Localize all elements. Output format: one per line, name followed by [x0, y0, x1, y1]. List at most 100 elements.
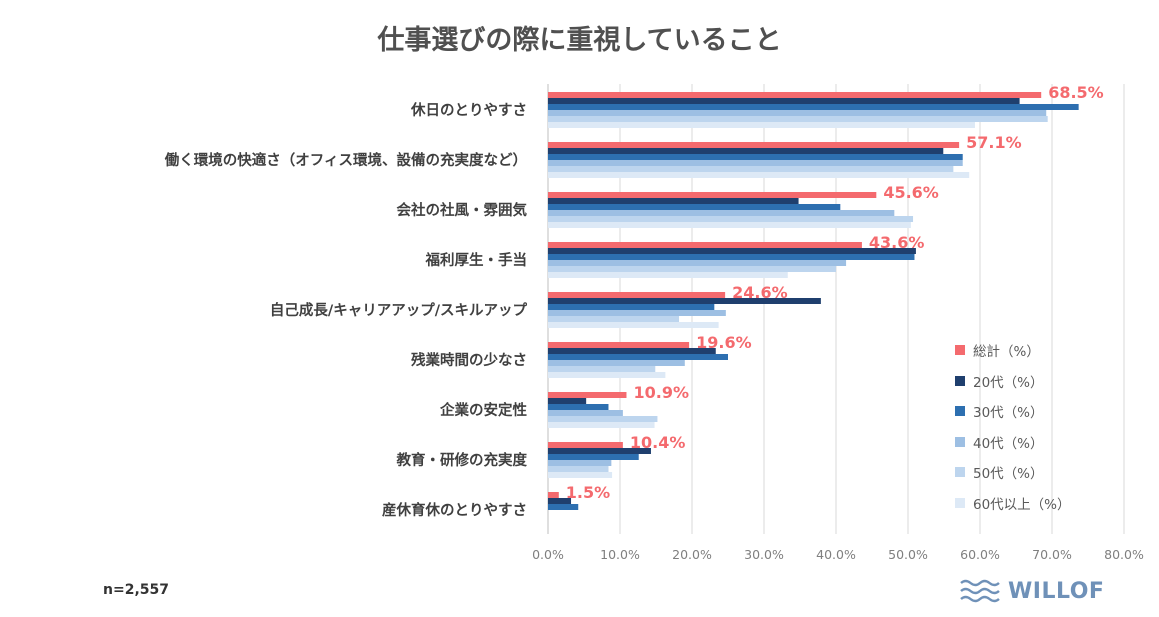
bar — [548, 116, 1048, 122]
bar — [548, 416, 658, 422]
x-tick-label: 70.0% — [1032, 547, 1072, 562]
bar — [548, 454, 639, 460]
category-label: 企業の安定性 — [439, 401, 527, 419]
bar — [548, 372, 666, 378]
legend-swatch — [955, 406, 965, 417]
wave-logo-icon — [960, 579, 1000, 603]
chart-title: 仕事選びの際に重視していること — [377, 25, 782, 56]
category-label: 残業時間の少なさ — [411, 351, 527, 369]
bar — [548, 110, 1047, 116]
legend-swatch — [955, 467, 965, 478]
bar — [548, 398, 587, 404]
bar — [548, 98, 1020, 104]
x-tick-label: 20.0% — [672, 547, 712, 562]
bar — [548, 298, 821, 304]
x-tick-label: 50.0% — [888, 547, 928, 562]
legend-label: 20代（%） — [973, 374, 1044, 391]
bar — [548, 492, 559, 498]
bar — [548, 472, 613, 478]
bar — [548, 248, 916, 254]
bar — [548, 392, 627, 398]
bar — [548, 292, 726, 298]
bar — [548, 122, 975, 128]
bar — [548, 260, 847, 266]
bar — [548, 198, 799, 204]
data-label: 10.4% — [630, 433, 686, 452]
bar — [548, 360, 685, 366]
legend-swatch — [955, 375, 965, 386]
x-tick-label: 30.0% — [744, 547, 784, 562]
legend-item: 30代（%） — [955, 396, 1071, 427]
bar — [548, 242, 862, 248]
x-tick-label: 10.0% — [600, 547, 640, 562]
bar — [548, 266, 836, 272]
bar — [548, 148, 944, 154]
legend-swatch — [955, 345, 965, 356]
bar — [548, 404, 609, 410]
category-label: 会社の社風・雰囲気 — [397, 201, 528, 219]
legend-swatch — [955, 497, 965, 508]
legend-label: 40代（%） — [973, 435, 1044, 452]
bar — [548, 254, 915, 260]
category-label: 教育・研修の充実度 — [396, 451, 528, 469]
bar — [548, 304, 715, 310]
bar — [548, 354, 728, 360]
legend-label: 50代（%） — [973, 466, 1044, 483]
bar — [548, 466, 609, 472]
x-tick-label: 80.0% — [1104, 547, 1144, 562]
category-label: 産休育休のとりやすさ — [382, 501, 527, 519]
x-tick-label: 60.0% — [960, 547, 1000, 562]
legend-item: 60代以上（%） — [955, 488, 1071, 519]
chart-legend: 総計（%） 20代（%） 30代（%） 40代（%） 50代（%） 60代以上（%） — [955, 335, 1071, 518]
data-label: 19.6% — [696, 333, 752, 352]
data-label: 57.1% — [966, 133, 1022, 152]
bar — [548, 92, 1042, 98]
legend-swatch — [955, 436, 965, 447]
brand-name: WILLOF — [1008, 578, 1105, 604]
category-label: 自己成長/キャリアアップ/スキルアップ — [270, 301, 528, 319]
category-label: 休日のとりやすさ — [410, 101, 527, 119]
bar — [548, 272, 788, 278]
x-tick-label: 40.0% — [816, 547, 856, 562]
category-label: 福利厚生・手当 — [425, 251, 528, 269]
legend-item: 50代（%） — [955, 457, 1071, 488]
bar — [548, 498, 572, 504]
legend-label: 総計（%） — [973, 344, 1040, 361]
bar — [548, 322, 719, 328]
bar — [548, 154, 963, 160]
bar — [548, 316, 680, 322]
bar — [548, 216, 914, 222]
data-label: 43.6% — [869, 233, 925, 252]
bar — [548, 104, 1079, 110]
bar — [548, 142, 960, 148]
bar — [548, 504, 579, 510]
category-label: 働く環境の快適さ（オフィス環境、設備の充実度など） — [164, 151, 527, 169]
bar — [548, 422, 655, 428]
sample-size-note: n=2,557 — [103, 582, 169, 598]
brand-logo: WILLOF — [960, 578, 1104, 604]
legend-item: 総計（%） — [955, 335, 1071, 366]
data-label: 45.6% — [883, 183, 939, 202]
data-label: 24.6% — [732, 283, 788, 302]
legend-item: 20代（%） — [955, 366, 1071, 397]
bar — [548, 172, 970, 178]
bar — [548, 210, 895, 216]
bar — [548, 460, 612, 466]
bar — [548, 448, 651, 454]
bar — [548, 204, 841, 210]
data-label: 68.5% — [1048, 83, 1104, 102]
bar — [548, 166, 954, 172]
bar — [548, 222, 911, 228]
bar — [548, 366, 656, 372]
legend-item: 40代（%） — [955, 427, 1071, 458]
bar — [548, 442, 623, 448]
legend-label: 60代以上（%） — [973, 496, 1071, 513]
bar — [548, 410, 623, 416]
data-label: 10.9% — [633, 383, 689, 402]
bar — [548, 342, 690, 348]
bar — [548, 160, 963, 166]
legend-label: 30代（%） — [973, 405, 1044, 422]
bar — [548, 310, 726, 316]
x-tick-label: 0.0% — [532, 547, 564, 562]
